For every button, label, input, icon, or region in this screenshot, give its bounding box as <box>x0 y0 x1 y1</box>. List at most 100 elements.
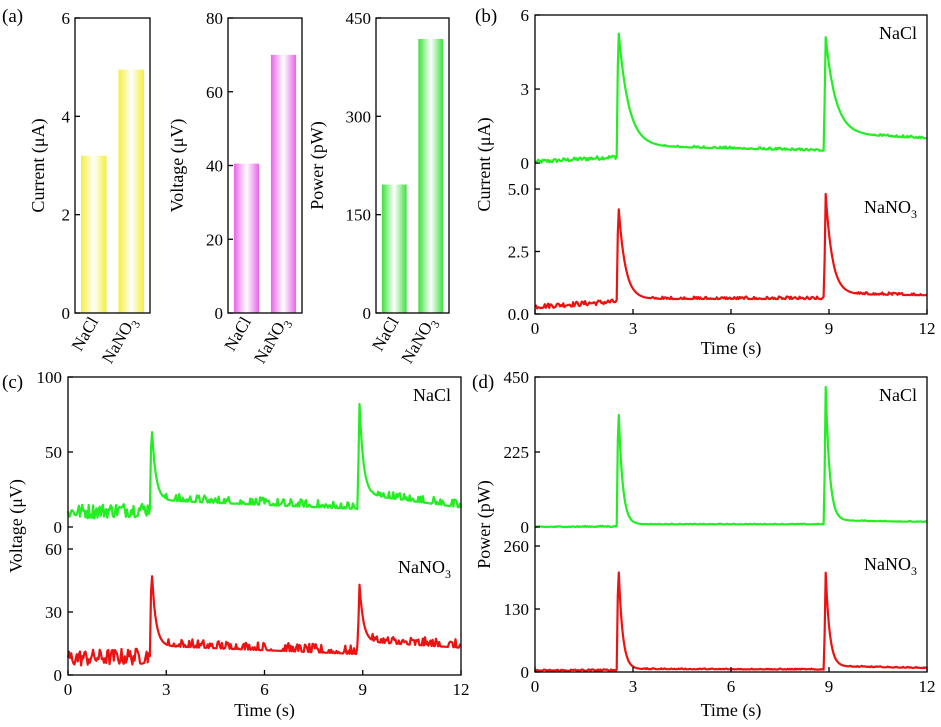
plot-frame <box>74 17 151 314</box>
category-label-nacl: NaCl <box>368 313 403 354</box>
bar-nano3 <box>418 38 444 313</box>
series-line-nano3 <box>534 571 928 673</box>
series-line-nano3 <box>66 575 462 667</box>
series-label-nano3: NaNO3 <box>864 554 917 578</box>
x-tick-label: 0 <box>531 677 540 696</box>
y-tick-label: 3 <box>521 80 530 99</box>
x-tick-label: 6 <box>727 319 736 338</box>
x-tick-label: 3 <box>162 680 171 699</box>
x-tick-label: 12 <box>919 677 936 696</box>
y-tick-label: 0 <box>521 663 530 682</box>
y-axis-label: Voltage (μV) <box>167 119 188 213</box>
x-axis-label: Time (s) <box>701 700 762 721</box>
x-tick-label: 9 <box>359 680 368 699</box>
y-tick-label: 5.0 <box>508 180 529 199</box>
y-axis-label: Current (μA) <box>474 117 495 211</box>
y-tick-label: 0 <box>215 304 224 323</box>
y-tick-label: 30 <box>45 603 62 622</box>
category-label-nano3: NaNO3 <box>98 314 143 369</box>
series-label-nacl: NaCl <box>879 23 917 43</box>
y-tick-label: 2 <box>62 206 71 225</box>
panel-c-voltage-time-plot: (c) 0 50 100 NaCl 0 30 60 NaNO3 0 3 6 9 12 Time (s) Vo… <box>2 368 470 721</box>
y-tick-label: 0.0 <box>508 305 529 324</box>
bar-nacl <box>381 184 407 313</box>
y-tick-label: 0 <box>54 666 63 685</box>
y-tick-label: 6 <box>62 9 71 28</box>
y-tick-label: 100 <box>37 368 63 387</box>
y-tick-label: 20 <box>206 230 223 249</box>
series-label-nacl: NaCl <box>879 385 917 405</box>
bar-nacl <box>81 155 107 313</box>
y-tick-label: 225 <box>504 443 530 462</box>
plot-frame <box>375 17 450 314</box>
x-tick-label: 9 <box>825 677 834 696</box>
panel-c-label: (c) <box>2 372 23 393</box>
y-axis-label: Voltage (μV) <box>6 479 27 573</box>
series-line-nano3 <box>534 192 928 310</box>
x-tick-label: 3 <box>629 319 638 338</box>
x-tick-label: 9 <box>825 319 834 338</box>
y-tick-label: 80 <box>206 9 223 28</box>
x-tick-label: 12 <box>919 319 936 338</box>
plot-frame <box>67 376 462 676</box>
series-label-nano3: NaNO3 <box>864 197 917 221</box>
y-tick-label: 0 <box>54 518 63 537</box>
subscript: 3 <box>128 318 143 330</box>
subscript: 3 <box>428 318 443 330</box>
series-label-nacl: NaCl <box>413 385 451 405</box>
subscript: 3 <box>911 207 917 221</box>
panel-a-label: (a) <box>2 6 23 27</box>
panel-d-power-time-plot: (d) 0 225 450 NaCl 0 130 260 NaNO3 0 3 6 9 12 Time (s… <box>472 368 936 721</box>
y-tick-label: 450 <box>504 368 530 387</box>
x-tick-label: 12 <box>453 680 470 699</box>
panel-d-label: (d) <box>472 372 494 393</box>
category-label-nano3: NaNO3 <box>398 314 443 369</box>
y-tick-label: 60 <box>45 540 62 559</box>
y-tick-label: 0 <box>521 154 530 173</box>
series-line-nacl <box>66 402 463 520</box>
y-tick-label: 0 <box>363 304 372 323</box>
y-tick-label: 4 <box>62 107 71 126</box>
subscript: 3 <box>280 318 295 330</box>
y-tick-label: 0 <box>521 518 530 537</box>
series-line-nacl <box>534 385 928 529</box>
y-tick-label: 50 <box>45 443 62 462</box>
x-tick-label: 6 <box>260 680 269 699</box>
bar-nano3 <box>270 54 297 313</box>
y-tick-label: 450 <box>346 9 372 28</box>
category-label-nacl: NaCl <box>221 313 256 354</box>
y-tick-label: 150 <box>346 206 372 225</box>
y-tick-label: 130 <box>504 600 530 619</box>
y-axis-label: Current (μA) <box>28 118 49 212</box>
x-tick-label: 6 <box>727 677 736 696</box>
bar-nano3 <box>118 69 144 313</box>
category-label-nacl: NaCl <box>68 313 103 354</box>
y-tick-label: 2.5 <box>508 243 529 262</box>
y-axis-label: Power (pW) <box>474 480 495 568</box>
category-label-nano3: NaNO3 <box>250 314 295 369</box>
subscript: 3 <box>445 567 451 581</box>
x-tick-label: 0 <box>531 319 540 338</box>
y-tick-label: 6 <box>521 6 530 25</box>
y-tick-label: 260 <box>504 537 530 556</box>
series-label-nano3: NaNO3 <box>398 557 451 581</box>
subscript: 3 <box>911 564 917 578</box>
x-tick-label: 3 <box>629 677 638 696</box>
panel-b-label: (b) <box>475 6 497 27</box>
x-axis-label: Time (s) <box>701 338 762 359</box>
y-tick-label: 300 <box>346 107 372 126</box>
plot-frame <box>534 14 928 315</box>
y-tick-label: 60 <box>206 83 223 102</box>
panel-b-current-time-plot: (b) 0 3 6 NaCl 0.0 2.5 5.0 NaNO3 0 3 6 9 12 Time (s) C… <box>474 6 936 359</box>
x-tick-label: 0 <box>64 680 73 699</box>
y-tick-label: 0 <box>62 304 71 323</box>
x-axis-label: Time (s) <box>234 700 295 721</box>
y-tick-label: 40 <box>206 157 223 176</box>
series-line-nacl <box>534 32 928 164</box>
y-axis-label: Power (pW) <box>307 121 328 209</box>
